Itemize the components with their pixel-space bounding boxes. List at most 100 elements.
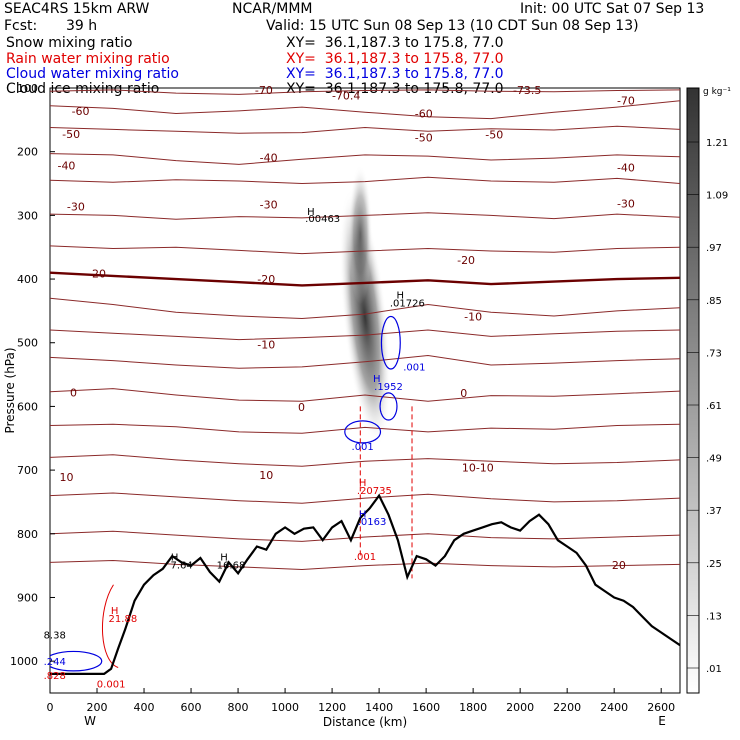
terrain-line: [50, 493, 680, 675]
temperature-label: -70.4: [332, 90, 360, 103]
temperature-contour: [50, 153, 680, 165]
x-tick-label: 1600: [412, 701, 440, 714]
temperature-contour: [50, 245, 680, 255]
colorbar-label: .85: [706, 296, 722, 307]
maximum-label: H: [359, 509, 367, 520]
maximum-label: .244: [44, 657, 66, 668]
temperature-label: -50: [62, 128, 80, 141]
y-tick-label: 1000: [10, 655, 38, 668]
temperature-label: -30: [260, 199, 278, 212]
x-tick-label: 1000: [271, 701, 299, 714]
temperature-label: 0: [298, 401, 305, 414]
cloud-water-contour: [380, 315, 401, 370]
x-tick-label: 1400: [365, 701, 393, 714]
snow-shading: [348, 164, 373, 305]
temperature-contour: [50, 100, 680, 120]
maximum-label: 16.68: [217, 560, 246, 571]
colorbar-label: .61: [706, 401, 722, 412]
field-name-cloud-ice: Cloud ice mixing ratio: [6, 81, 160, 97]
colorbar-label: .13: [706, 611, 722, 622]
field-xy-snow: XY= 36.1,187.3 to 175.8, 77.0: [286, 35, 504, 51]
maximum-label: .001: [352, 442, 374, 453]
x-tick-label: 2600: [647, 701, 675, 714]
temperature-label: 10: [259, 469, 273, 482]
temperature-contour: [50, 297, 680, 320]
y-tick-label: 200: [17, 146, 38, 159]
maximum-label: 0.001: [97, 679, 126, 690]
colorbar-unit: g kg⁻¹: [703, 87, 731, 97]
x-tick-label: 200: [87, 701, 108, 714]
plot-frame: [49, 87, 681, 694]
x-tick-label: 2000: [506, 701, 534, 714]
colorbar-label: .37: [706, 506, 722, 517]
field-xy-rain: XY= 36.1,187.3 to 175.8, 77.0: [286, 51, 504, 67]
temperature-contour: [50, 271, 680, 287]
temperature-label: 10: [59, 471, 73, 484]
maximum-label: H: [359, 478, 367, 489]
forecast-label: Fcst:: [4, 18, 38, 34]
temperature-label: 0: [460, 387, 467, 400]
x-tick-label: 400: [134, 701, 155, 714]
colorbar-label: .73: [706, 348, 722, 359]
maximum-label: H: [396, 290, 404, 301]
maximum-label: 8.38: [44, 630, 66, 641]
maximum-label: .00463: [305, 214, 340, 225]
temperature-label: -60: [72, 105, 90, 118]
temperature-contour: [50, 423, 680, 434]
temperature-label: -50: [415, 132, 433, 145]
temperature-contour: [50, 492, 680, 504]
y-tick-label: 300: [17, 209, 38, 222]
temperature-contour: [50, 329, 680, 341]
x-axis-label: Distance (km): [323, 715, 407, 729]
cloud-water-contour: [379, 392, 398, 421]
temperature-contour: [50, 176, 680, 185]
x-tick-label: 2200: [553, 701, 581, 714]
temperature-label: -60: [415, 107, 433, 120]
y-axis-label: Pressure (hPa): [3, 347, 17, 433]
temperature-label: -20: [88, 267, 106, 280]
cloud-water-contour: [344, 420, 382, 444]
x-tick-label: 0: [47, 701, 54, 714]
colorbar-label: 1.21: [706, 138, 728, 149]
colorbar-label: .01: [706, 664, 722, 675]
colorbar-label: 1.09: [706, 191, 728, 202]
colorbar-label: .97: [706, 243, 722, 254]
temperature-contour: [50, 354, 680, 369]
temperature-label: -20: [457, 254, 475, 267]
y-tick-label: 500: [17, 337, 38, 350]
temperature-label: -70: [617, 95, 635, 108]
maximum-label: .01726: [390, 299, 425, 310]
colorbar-label: .25: [706, 559, 722, 570]
y-tick-label: 900: [17, 591, 38, 604]
maximum-label: H: [373, 374, 381, 385]
temperature-label: 10-10: [462, 462, 494, 475]
maximum-label: 21.88: [109, 614, 138, 625]
temperature-contour: [50, 559, 680, 571]
init-time: Init: 00 UTC Sat 07 Sep 13: [520, 1, 705, 17]
maximum-label: .828: [44, 671, 66, 682]
temperature-contour: [50, 89, 680, 95]
west-endpoint-label: W: [84, 714, 96, 728]
east-endpoint-label: E: [658, 714, 666, 728]
temperature-label: 0: [70, 386, 77, 399]
colorbar-label: .49: [706, 454, 722, 465]
x-tick-label: 800: [228, 701, 249, 714]
y-tick-label: 400: [17, 273, 38, 286]
organization: NCAR/MMM: [232, 1, 313, 17]
x-tick-label: 1200: [318, 701, 346, 714]
field-name-snow: Snow mixing ratio: [6, 35, 133, 51]
temperature-contour: [50, 212, 680, 220]
temperature-label: -10: [464, 311, 482, 324]
temperature-label: -10: [257, 339, 275, 352]
maximum-label: .20735: [357, 486, 392, 497]
temperature-contour: [50, 388, 680, 402]
temperature-label: -30: [617, 197, 635, 210]
temperature-label: -40: [57, 160, 75, 173]
cloud-water-contour: [50, 650, 103, 672]
maximum-label: H: [171, 553, 179, 564]
temperature-label: -40: [260, 151, 278, 164]
temperature-contour: [50, 530, 680, 542]
field-name-cloud-water: Cloud water mixing ratio: [6, 66, 179, 82]
forecast-hour: 39 h: [66, 18, 98, 34]
